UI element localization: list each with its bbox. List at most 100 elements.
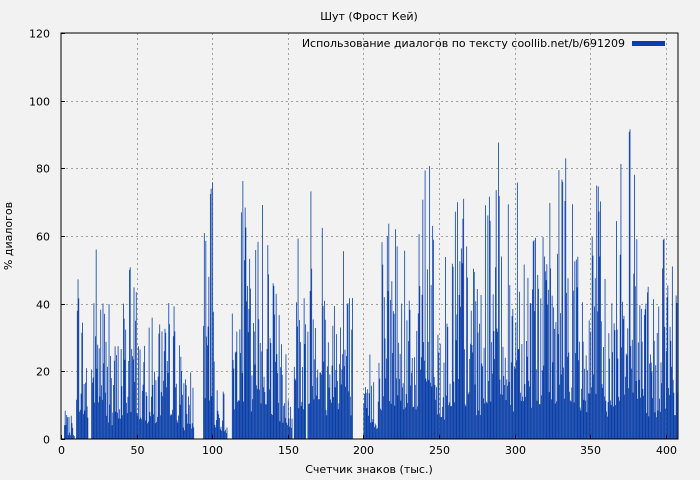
- bar: [329, 374, 331, 439]
- bar: [121, 386, 123, 439]
- bar: [375, 425, 377, 439]
- bar: [458, 295, 460, 439]
- bar: [622, 319, 624, 439]
- bar: [547, 289, 549, 439]
- bar: [250, 411, 252, 439]
- bar: [656, 332, 658, 439]
- bar: [494, 359, 496, 439]
- bar: [454, 402, 455, 439]
- bar: [573, 402, 575, 439]
- bar: [114, 346, 116, 439]
- bar: [496, 328, 498, 439]
- bar: [193, 427, 195, 439]
- bar: [146, 395, 148, 439]
- bar: [160, 392, 162, 439]
- bar: [264, 392, 266, 439]
- bar: [332, 325, 334, 439]
- bar: [95, 336, 96, 439]
- bar: [592, 255, 594, 439]
- bar: [372, 419, 374, 439]
- bar: [377, 401, 379, 439]
- bar: [643, 314, 645, 439]
- bar: [442, 406, 443, 439]
- bar: [128, 360, 130, 439]
- bar: [507, 204, 509, 439]
- y-axis-label: % диалогов: [2, 202, 15, 270]
- x-tick-label: 400: [656, 444, 677, 457]
- bar: [473, 271, 475, 439]
- bar: [525, 396, 527, 439]
- bar: [103, 363, 105, 439]
- bar: [224, 431, 226, 439]
- bar: [169, 415, 171, 439]
- bar: [589, 393, 591, 439]
- legend-swatch: [632, 41, 665, 46]
- bar: [324, 300, 325, 439]
- bar: [629, 129, 631, 439]
- bar: [486, 403, 488, 439]
- bar: [429, 382, 431, 439]
- bar: [117, 346, 119, 439]
- x-tick-label: 200: [353, 444, 374, 457]
- bar: [608, 333, 610, 439]
- bar: [654, 412, 656, 439]
- bar: [613, 323, 615, 439]
- bar: [183, 383, 185, 439]
- bar: [535, 237, 536, 439]
- bar: [97, 344, 99, 439]
- bar: [647, 292, 648, 439]
- bar: [107, 366, 108, 439]
- bar: [445, 256, 446, 439]
- bar: [175, 383, 177, 439]
- bar: [336, 380, 338, 439]
- bar: [491, 342, 493, 439]
- bar: [272, 283, 274, 439]
- bar: [551, 295, 553, 439]
- bar: [597, 186, 599, 439]
- bar: [622, 301, 623, 439]
- bar: [466, 246, 468, 439]
- bar: [640, 308, 642, 439]
- bar: [79, 409, 81, 439]
- bar: [395, 229, 397, 439]
- bar: [310, 191, 312, 439]
- bar: [402, 387, 403, 439]
- bar: [263, 376, 265, 439]
- bar: [532, 289, 533, 439]
- bar: [364, 386, 366, 439]
- bar: [376, 428, 378, 439]
- bar: [460, 248, 462, 439]
- bar: [222, 391, 224, 439]
- bar: [151, 317, 153, 439]
- bar: [296, 302, 297, 439]
- bar: [625, 376, 626, 439]
- bar: [656, 417, 657, 439]
- bar: [413, 406, 415, 439]
- bar: [454, 211, 456, 439]
- bar: [296, 326, 298, 439]
- bar: [423, 360, 425, 439]
- bar: [528, 380, 530, 439]
- bar: [631, 368, 632, 439]
- x-tick-label: 300: [505, 444, 526, 457]
- bar: [450, 406, 452, 439]
- bar: [92, 377, 94, 439]
- bar: [287, 400, 289, 439]
- bar: [260, 403, 262, 439]
- y-tick-label: 120: [29, 28, 50, 41]
- bar: [449, 383, 451, 439]
- bar: [149, 411, 151, 439]
- bar: [164, 328, 166, 439]
- bar: [116, 412, 118, 439]
- bar: [414, 384, 416, 439]
- bar: [634, 174, 635, 439]
- bar: [129, 267, 131, 439]
- bar: [423, 342, 424, 439]
- bar: [143, 362, 145, 439]
- bar: [78, 298, 80, 439]
- bar: [498, 196, 500, 439]
- bar: [422, 199, 424, 439]
- bar: [414, 357, 415, 439]
- bar: [662, 239, 664, 439]
- bar: [609, 358, 610, 439]
